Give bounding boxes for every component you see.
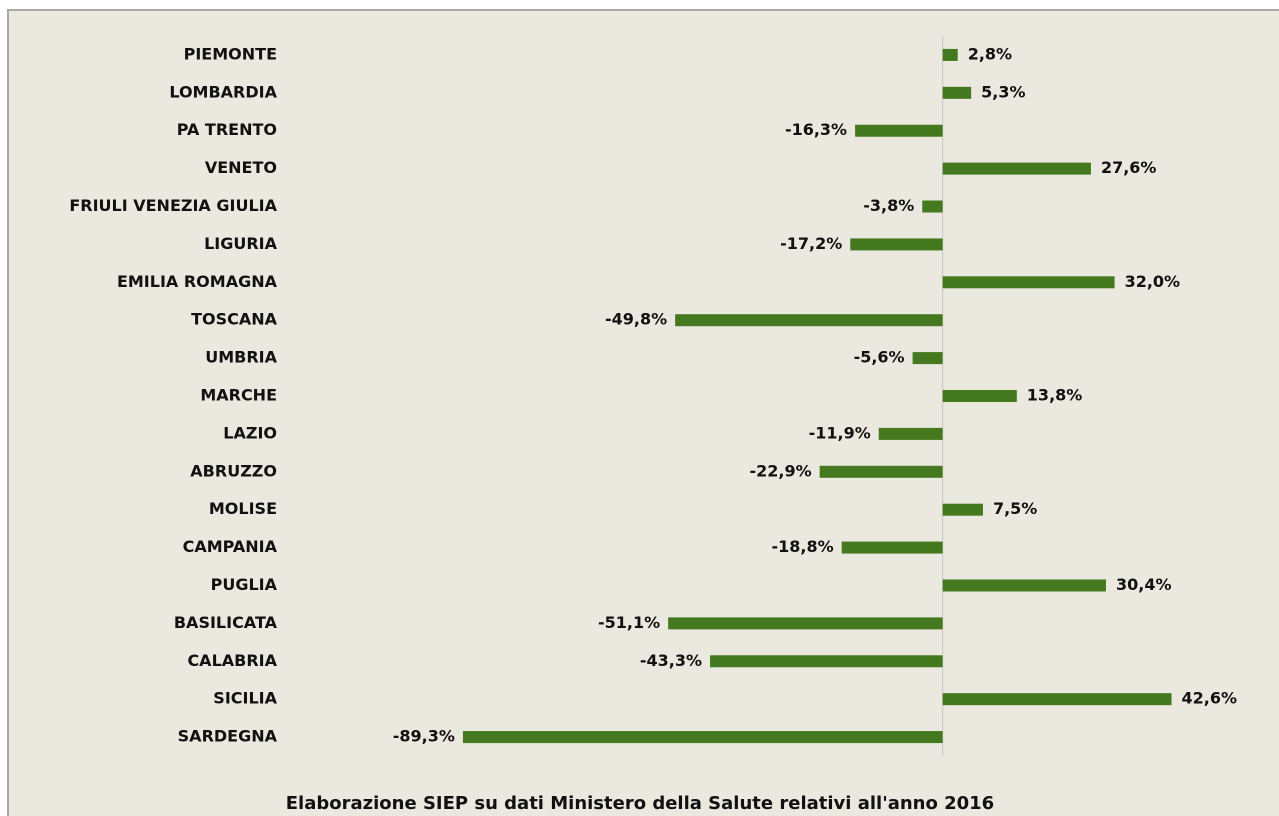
y-tick-label: SARDEGNA [178, 727, 278, 746]
data-label: -43,3% [640, 651, 702, 670]
y-tick-label: PA TRENTO [177, 120, 277, 139]
bar [855, 124, 943, 137]
bar [878, 427, 943, 440]
y-tick-label: LAZIO [223, 423, 277, 442]
data-label: -17,2% [780, 234, 842, 253]
data-label: -51,1% [598, 613, 660, 632]
data-label: 27,6% [1101, 158, 1157, 177]
chart-caption: Elaborazione SIEP su dati Ministero dell… [286, 793, 994, 814]
data-label: 13,8% [1027, 386, 1083, 405]
y-tick-label: PUGLIA [211, 575, 278, 594]
bar [942, 579, 1106, 592]
y-tick-label: LOMBARDIA [169, 82, 277, 101]
data-label: -18,8% [772, 537, 834, 556]
bar [922, 200, 943, 213]
bar [942, 86, 972, 99]
data-label: -22,9% [749, 461, 811, 480]
data-label: 2,8% [968, 44, 1012, 63]
y-tick-label: SICILIA [213, 689, 277, 708]
bar [912, 352, 943, 365]
data-label: -89,3% [393, 727, 455, 746]
y-tick-label: MARCHE [200, 386, 277, 405]
y-tick-label: FRIULI VENEZIA GIULIA [69, 196, 277, 215]
data-label: -11,9% [809, 423, 871, 442]
bar [942, 48, 958, 61]
data-label: 30,4% [1116, 575, 1172, 594]
bar [942, 390, 1017, 402]
chart-background [7, 9, 1279, 816]
y-tick-label: MOLISE [209, 499, 277, 518]
y-tick-label: TOSCANA [191, 310, 278, 329]
bar [942, 162, 1091, 175]
bar [850, 238, 943, 251]
data-label: 5,3% [981, 82, 1025, 101]
bar [710, 655, 943, 668]
bar [942, 693, 1172, 706]
data-label: -16,3% [785, 120, 847, 139]
bar [841, 541, 943, 554]
data-label: 32,0% [1125, 272, 1181, 291]
bar [675, 314, 943, 327]
y-tick-label: ABRUZZO [190, 461, 277, 480]
data-label: 42,6% [1182, 689, 1238, 708]
data-label: -49,8% [605, 310, 667, 329]
bar [819, 465, 943, 478]
y-tick-label: CAMPANIA [183, 537, 278, 556]
bar [668, 617, 943, 630]
y-tick-label: BASILICATA [174, 613, 278, 632]
data-label: 7,5% [993, 499, 1037, 518]
y-tick-label: UMBRIA [205, 348, 277, 367]
y-tick-label: VENETO [205, 158, 277, 177]
data-label: -3,8% [863, 196, 914, 215]
y-tick-label: EMILIA ROMAGNA [117, 272, 278, 291]
y-tick-label: LIGURIA [204, 234, 278, 253]
bar [942, 503, 983, 516]
bar [462, 731, 943, 744]
y-tick-label: CALABRIA [187, 651, 277, 670]
data-label: -5,6% [854, 348, 905, 367]
bar [942, 276, 1115, 289]
y-tick-label: PIEMONTE [184, 44, 277, 63]
